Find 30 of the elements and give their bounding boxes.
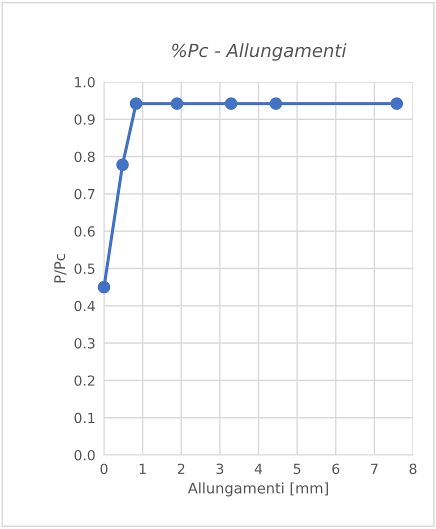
x-tick-label: 8: [410, 464, 416, 474]
point: [224, 97, 238, 110]
point: [130, 97, 142, 110]
x-tick-label: 7: [371, 464, 378, 474]
x-axis-title: Allungamenti [mm]: [188, 482, 328, 496]
y-tick-label: 0.1: [74, 412, 94, 424]
x-tick-label: 1: [140, 464, 146, 474]
y-tick-label: 0.9: [74, 114, 95, 125]
x-tick-label: 6: [332, 464, 340, 474]
point: [390, 97, 404, 110]
point: [270, 97, 282, 110]
y-axis-title: P/Pc: [54, 254, 66, 282]
x-tick-label: 2: [178, 464, 184, 474]
y-tick-label: 0.5: [74, 263, 94, 274]
point: [98, 280, 110, 294]
y-tick-label: 0.6: [74, 226, 95, 237]
x-tick-label: 4: [254, 464, 262, 474]
x-tick-label: 5: [294, 464, 300, 474]
x-tick-label: 3: [216, 464, 224, 474]
y-tick-label: 0.0: [74, 450, 95, 460]
y-tick-label: 0.4: [74, 300, 95, 312]
chart-title: %Pc - Allungamenti: [172, 43, 346, 61]
y-tick-label: 0.8: [74, 152, 95, 162]
point: [116, 158, 129, 172]
x-tick-label: 0: [100, 464, 108, 474]
y-tick-label: 1.0: [75, 76, 95, 88]
y-tick-label: 0.2: [74, 375, 94, 386]
y-tick-label: 0.3: [74, 338, 95, 349]
point: [170, 97, 184, 110]
y-tick-label: 0.7: [74, 188, 94, 200]
